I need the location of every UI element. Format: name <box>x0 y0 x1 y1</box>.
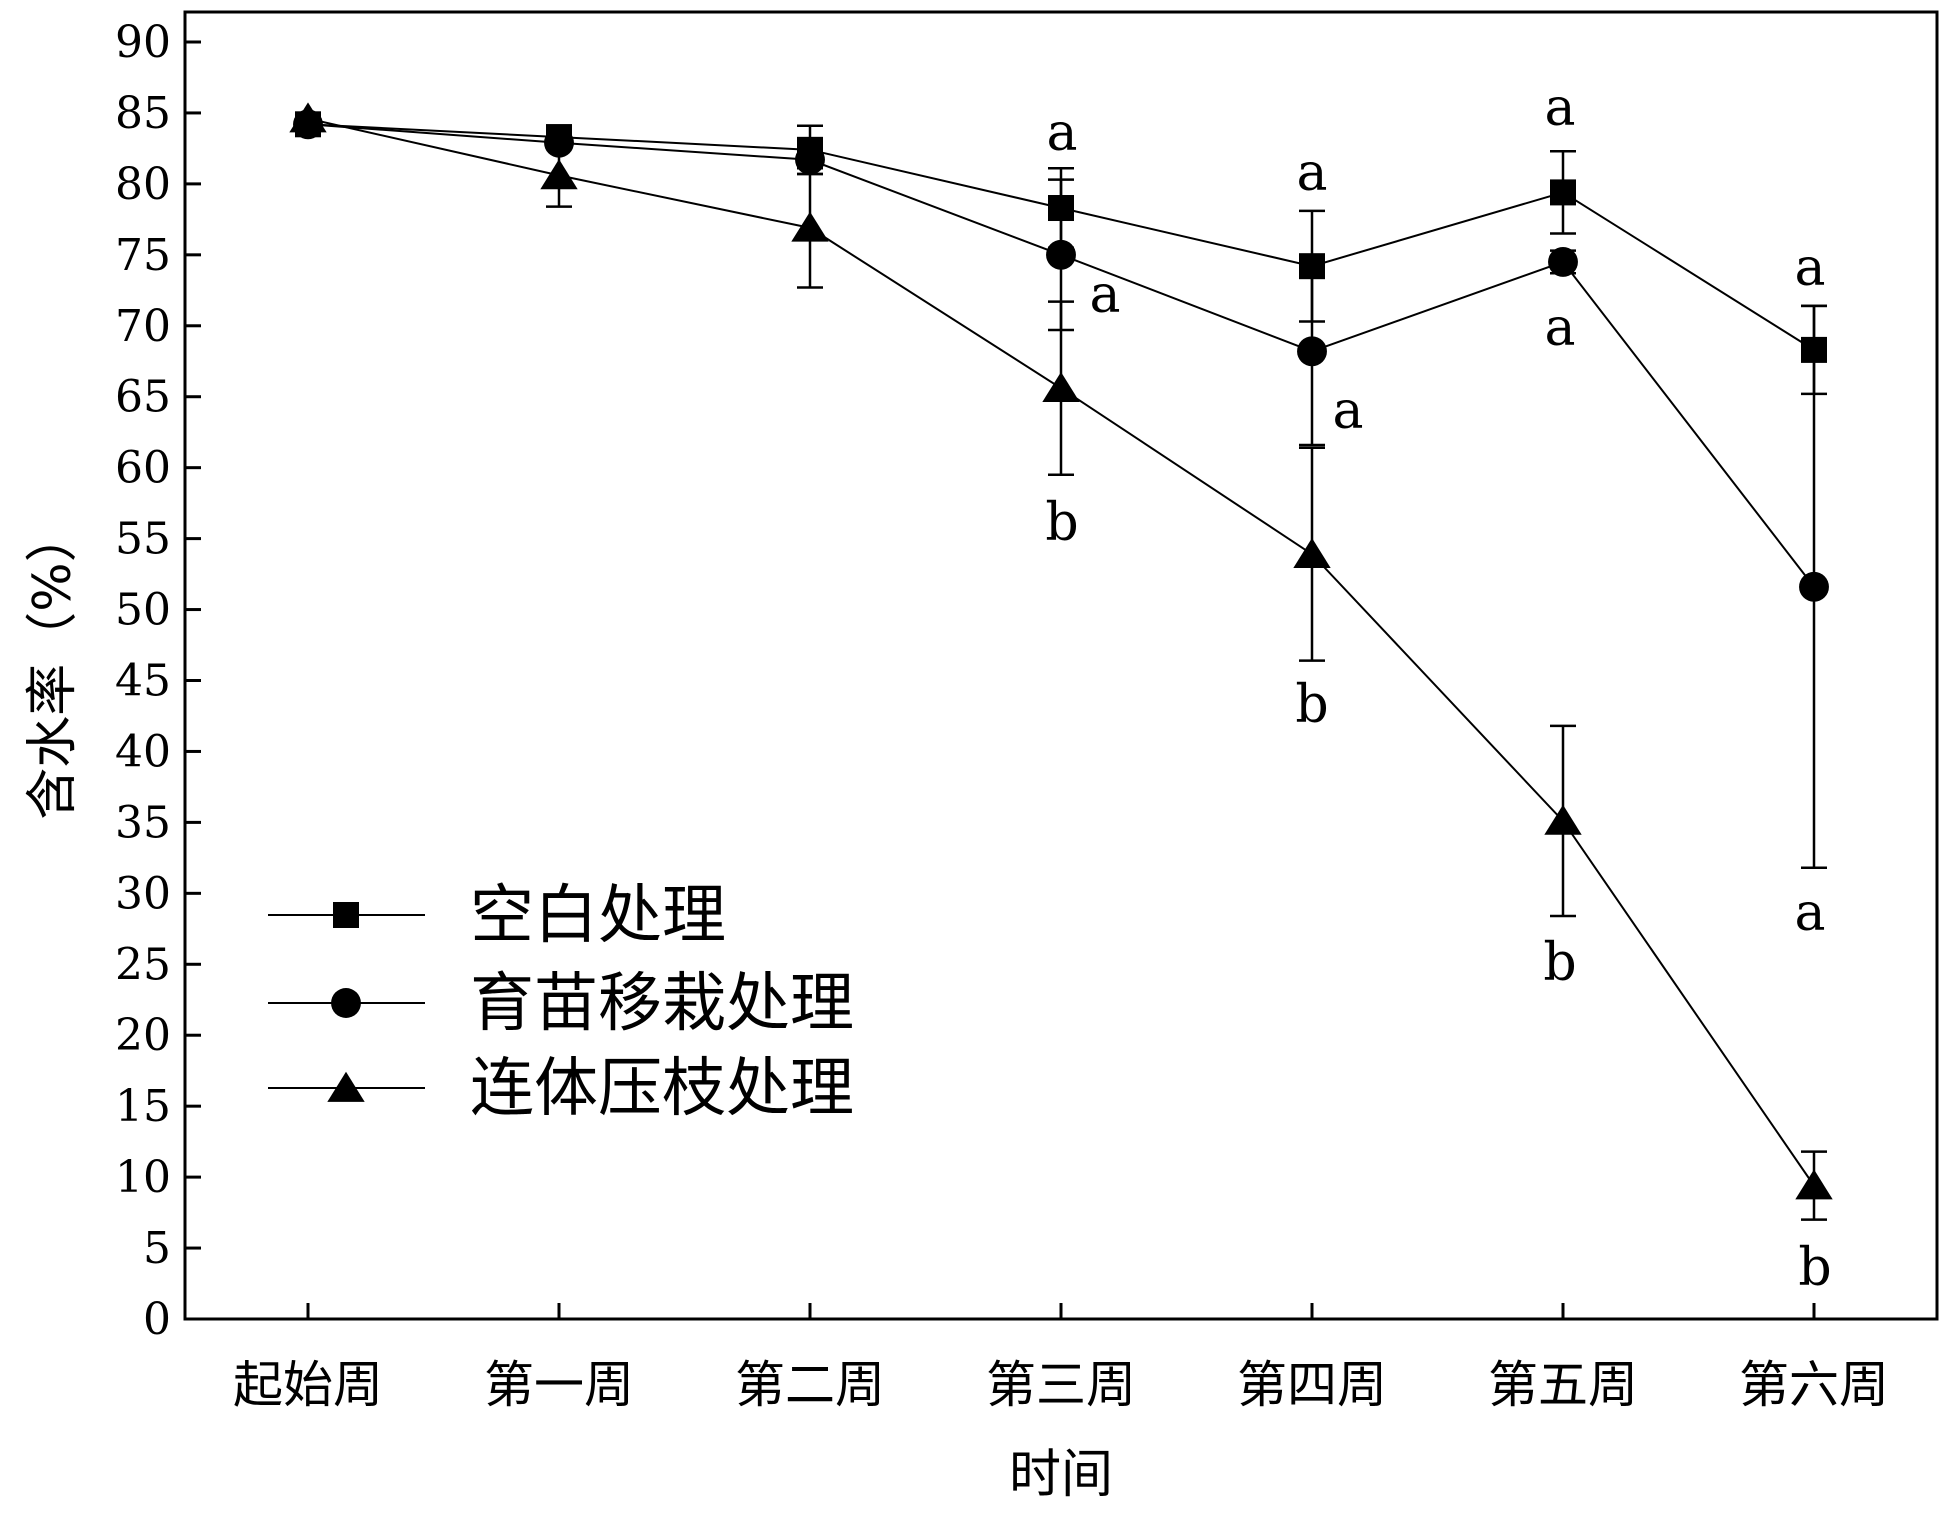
y-tick-label: 85 <box>115 88 171 139</box>
y-tick-label: 10 <box>115 1152 171 1203</box>
y-tick-label: 45 <box>115 656 171 707</box>
significance-label: a <box>1332 381 1363 441</box>
circle-marker <box>1297 336 1327 367</box>
y-axis-title: 含水率（%） <box>23 510 83 819</box>
x-tick-label: 第五周 <box>1488 1356 1638 1414</box>
y-tick-label: 75 <box>115 230 171 281</box>
y-axis: 0 5 10 15 20 25 30 35 40 45 50 55 60 65 70 75 80 85 90 <box>115 17 201 1345</box>
circle-marker <box>331 988 361 1018</box>
y-tick-label: 40 <box>115 726 171 777</box>
y-tick-label: 15 <box>115 1081 171 1132</box>
y-tick-label: 65 <box>115 372 171 423</box>
significance-label: a <box>1544 78 1575 138</box>
series-triangle <box>289 102 1833 1221</box>
legend-item: 连体压枝处理 <box>268 1052 854 1126</box>
x-tick-label: 第四周 <box>1237 1356 1387 1414</box>
circle-marker <box>1548 246 1578 277</box>
triangle-marker <box>791 211 829 242</box>
significance-label: a <box>1296 143 1327 203</box>
significance-label: b <box>1543 933 1576 993</box>
x-axis: 起始周 第一周 第二周 第三周 第四周 第五周 第六周 <box>233 1303 1889 1414</box>
series-layer <box>289 102 1833 1221</box>
y-tick-label: 90 <box>115 17 171 68</box>
significance-label: a <box>1089 265 1120 325</box>
significance-label: a <box>1046 103 1077 163</box>
legend-label: 空白处理 <box>470 879 726 953</box>
triangle-marker <box>327 1071 365 1102</box>
y-tick-label: 60 <box>115 443 171 494</box>
triangle-marker <box>289 102 327 133</box>
y-tick-label: 0 <box>143 1294 171 1345</box>
y-tick-label: 5 <box>143 1223 171 1274</box>
y-tick-label: 50 <box>115 585 171 636</box>
square-marker <box>333 902 359 928</box>
series-circle <box>293 109 1829 870</box>
significance-label: a <box>1794 238 1825 298</box>
y-tick-label: 55 <box>115 514 171 565</box>
x-tick-label: 起始周 <box>233 1356 383 1414</box>
x-tick-label: 第二周 <box>735 1356 885 1414</box>
legend-label: 育苗移栽处理 <box>470 967 854 1041</box>
significance-label: b <box>1045 493 1078 553</box>
y-tick-label: 70 <box>115 301 171 352</box>
circle-marker <box>544 127 574 158</box>
triangle-marker <box>1795 1169 1833 1200</box>
triangle-marker <box>540 159 578 190</box>
y-tick-label: 80 <box>115 159 171 210</box>
significance-label: b <box>1295 675 1328 735</box>
significance-labels: a a a a a a a a b b b b <box>1045 78 1831 1298</box>
x-tick-label: 第六周 <box>1739 1356 1889 1414</box>
triangle-marker <box>1042 371 1080 403</box>
x-tick-label: 第三周 <box>986 1356 1136 1414</box>
y-tick-label: 35 <box>115 797 171 848</box>
circle-marker <box>1046 239 1076 270</box>
square-marker <box>1550 179 1576 206</box>
x-axis-title: 时间 <box>1009 1445 1113 1505</box>
y-tick-label: 25 <box>115 939 171 990</box>
triangle-marker <box>1293 537 1331 569</box>
x-tick-label: 第一周 <box>484 1356 634 1414</box>
significance-label: b <box>1798 1238 1831 1298</box>
y-tick-label: 20 <box>115 1010 171 1061</box>
legend-label: 连体压枝处理 <box>470 1052 854 1126</box>
circle-marker <box>1799 571 1829 602</box>
legend-item: 育苗移栽处理 <box>268 967 854 1041</box>
triangle-marker <box>1544 804 1582 835</box>
significance-label: a <box>1544 298 1575 358</box>
y-tick-label: 30 <box>115 868 171 919</box>
significance-label: a <box>1794 883 1825 943</box>
legend-item: 空白处理 <box>268 879 726 953</box>
